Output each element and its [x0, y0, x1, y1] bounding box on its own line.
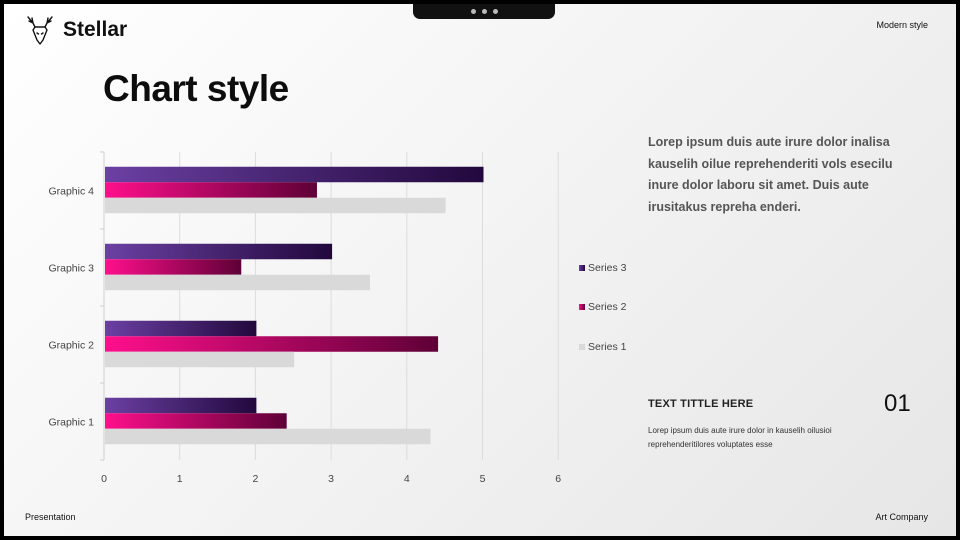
legend-swatch: [579, 344, 585, 350]
x-tick-label: 5: [480, 473, 486, 485]
top-right-label: Modern style: [876, 20, 928, 30]
bar-series-1-graphic-1: [105, 428, 431, 445]
bar-chart: Graphic 1 Graphic 2 Graphic 3 Graphic 4 0 1 2…: [48, 151, 627, 485]
legend-label: Series 3: [588, 262, 627, 274]
legend-label: Series 2: [588, 301, 627, 313]
legend-swatch: [579, 304, 585, 310]
y-tick-label: Graphic 3: [48, 263, 94, 275]
bar-series-1-graphic-2: [105, 351, 295, 368]
sub-number: 01: [884, 390, 911, 417]
slide: Stellar Modern style Chart style Graphic…: [4, 4, 956, 536]
dot-icon: [471, 9, 476, 14]
footer-right: Art Company: [875, 512, 928, 522]
bar-series-3-graphic-3: [105, 243, 333, 260]
legend-swatch: [579, 265, 585, 271]
deer-head-icon: [27, 16, 53, 45]
sub-title: TEXT TITTLE HERE: [648, 398, 754, 410]
window-notch: [413, 4, 555, 19]
body-text: Lorep ipsum duis aute irure dolor inalis…: [648, 135, 893, 214]
footer-left: Presentation: [25, 512, 76, 522]
bar-series-1-graphic-3: [105, 274, 370, 291]
bar-series-1-graphic-4: [105, 197, 446, 214]
x-tick-label: 2: [252, 473, 258, 485]
y-tick-label: Graphic 4: [48, 186, 94, 198]
bar-series-3-graphic-4: [105, 166, 484, 183]
brand-name: Stellar: [63, 18, 128, 41]
bar-series-2-graphic-1: [105, 413, 287, 429]
y-tick-label: Graphic 2: [48, 340, 94, 352]
dot-icon: [493, 9, 498, 14]
legend-label: Series 1: [588, 341, 627, 353]
bar-series-2-graphic-2: [105, 336, 439, 352]
y-tick-label: Graphic 1: [48, 417, 94, 429]
sub-text: Lorep ipsum duis aute irure dolor in kau…: [648, 426, 832, 449]
x-tick-label: 6: [555, 473, 561, 485]
x-tick-label: 3: [328, 473, 334, 485]
x-tick-label: 0: [101, 473, 107, 485]
bar-series-3-graphic-2: [105, 320, 257, 337]
bar-series-3-graphic-1: [105, 397, 257, 414]
bar-series-2-graphic-3: [105, 259, 242, 275]
bar-series-2-graphic-4: [105, 182, 317, 198]
dot-icon: [482, 9, 487, 14]
page-title: Chart style: [103, 68, 289, 109]
x-tick-label: 1: [177, 473, 183, 485]
x-tick-label: 4: [404, 473, 410, 485]
